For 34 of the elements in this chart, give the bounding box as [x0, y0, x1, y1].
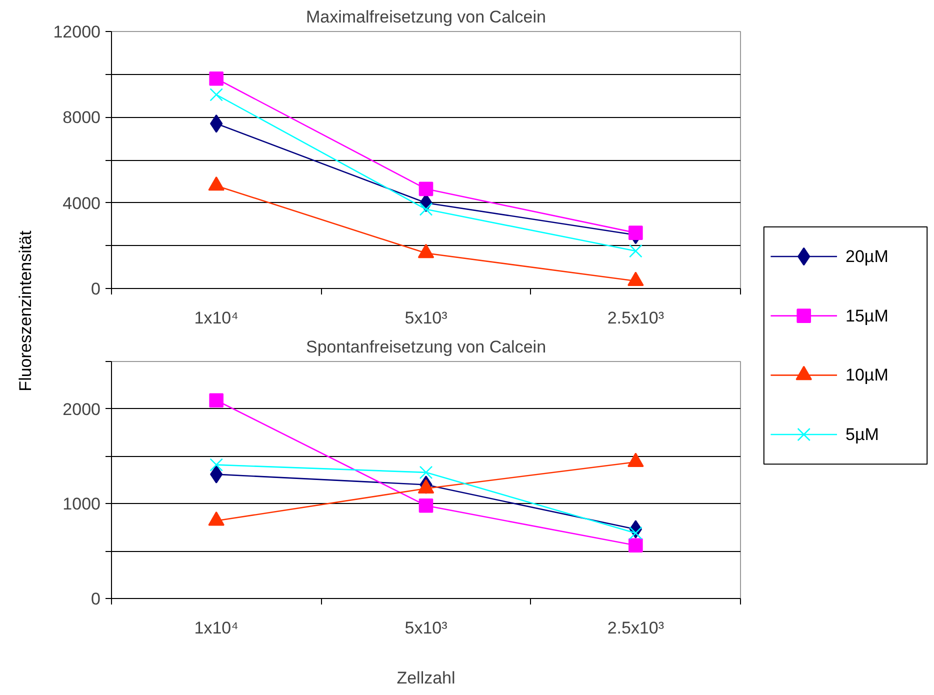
y-tick-label: 1000 [62, 494, 101, 514]
x-axis-title: Zellzahl [396, 668, 456, 688]
point [210, 88, 223, 102]
x-tick-label: 2.5x10³ [607, 308, 664, 328]
point [629, 244, 642, 258]
x-tick-label: 1x10⁴ [194, 308, 238, 328]
chart-title: Spontanfreisetzung von Calcein [306, 338, 546, 356]
legend-label: 20µM [846, 246, 888, 266]
y-tick-label: 0 [91, 590, 101, 608]
point [629, 526, 642, 540]
point [419, 202, 433, 216]
legend-label: 5µM [846, 425, 879, 444]
point [419, 466, 433, 480]
x-tick-label: 1x10⁴ [194, 618, 238, 638]
y-tick-label: 4000 [62, 194, 101, 213]
x-tick-label: 5x10³ [404, 308, 448, 328]
legend-label: 10µM [846, 366, 888, 385]
y-tick-label: 0 [91, 280, 101, 298]
chart-title: Maximalfreisetzung von Calcein [306, 8, 546, 26]
point [210, 458, 223, 472]
y-tick-label: 8000 [62, 108, 101, 128]
x-tick-label: 2.5x10³ [607, 618, 664, 638]
y-tick-label: 2000 [62, 400, 101, 419]
point [209, 393, 224, 408]
y-tick-label: 12000 [53, 22, 101, 42]
point [210, 465, 223, 484]
x-tick-label: 5x10³ [404, 618, 448, 638]
point [628, 226, 643, 240]
y-axis-title: Fluoreszenzintensität [16, 230, 35, 392]
point [418, 498, 434, 513]
point [209, 71, 224, 86]
point [628, 538, 643, 553]
point [418, 182, 434, 196]
legend-label: 15µM [846, 306, 888, 326]
